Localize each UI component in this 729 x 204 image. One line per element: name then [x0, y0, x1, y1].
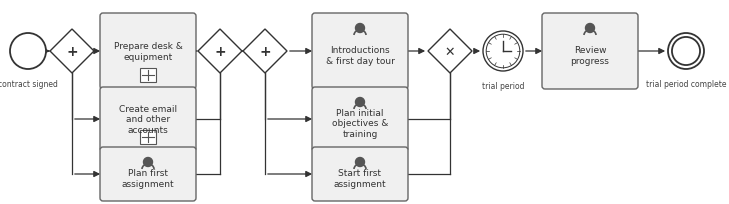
FancyBboxPatch shape: [312, 88, 408, 151]
Circle shape: [356, 98, 364, 107]
Text: Plan initial
objectives &
training: Plan initial objectives & training: [332, 109, 388, 138]
Circle shape: [144, 158, 152, 167]
Text: +: +: [214, 45, 226, 59]
Circle shape: [585, 24, 595, 33]
FancyBboxPatch shape: [100, 147, 196, 201]
Text: +: +: [260, 45, 270, 59]
Text: trial period complete: trial period complete: [646, 80, 726, 89]
Text: contract signed: contract signed: [0, 80, 58, 89]
FancyBboxPatch shape: [312, 14, 408, 90]
Text: Plan first
assignment: Plan first assignment: [122, 169, 174, 188]
Polygon shape: [50, 30, 94, 74]
Text: Review
progress: Review progress: [571, 46, 609, 65]
Circle shape: [483, 32, 523, 72]
FancyBboxPatch shape: [140, 69, 156, 83]
Circle shape: [668, 34, 704, 70]
FancyBboxPatch shape: [100, 88, 196, 151]
FancyBboxPatch shape: [542, 14, 638, 90]
FancyBboxPatch shape: [100, 14, 196, 90]
Polygon shape: [198, 30, 242, 74]
Text: Introductions
& first day tour: Introductions & first day tour: [326, 46, 394, 65]
Circle shape: [10, 34, 46, 70]
FancyBboxPatch shape: [312, 147, 408, 201]
Text: +: +: [66, 45, 78, 59]
Circle shape: [356, 24, 364, 33]
Text: Start first
assignment: Start first assignment: [334, 169, 386, 188]
Polygon shape: [243, 30, 287, 74]
Text: ✕: ✕: [445, 45, 455, 58]
Polygon shape: [428, 30, 472, 74]
Text: trial period: trial period: [482, 82, 524, 91]
Text: Prepare desk &
equipment: Prepare desk & equipment: [114, 42, 182, 61]
FancyBboxPatch shape: [140, 130, 156, 144]
Text: Create email
and other
accounts: Create email and other accounts: [119, 105, 177, 134]
Circle shape: [356, 158, 364, 167]
